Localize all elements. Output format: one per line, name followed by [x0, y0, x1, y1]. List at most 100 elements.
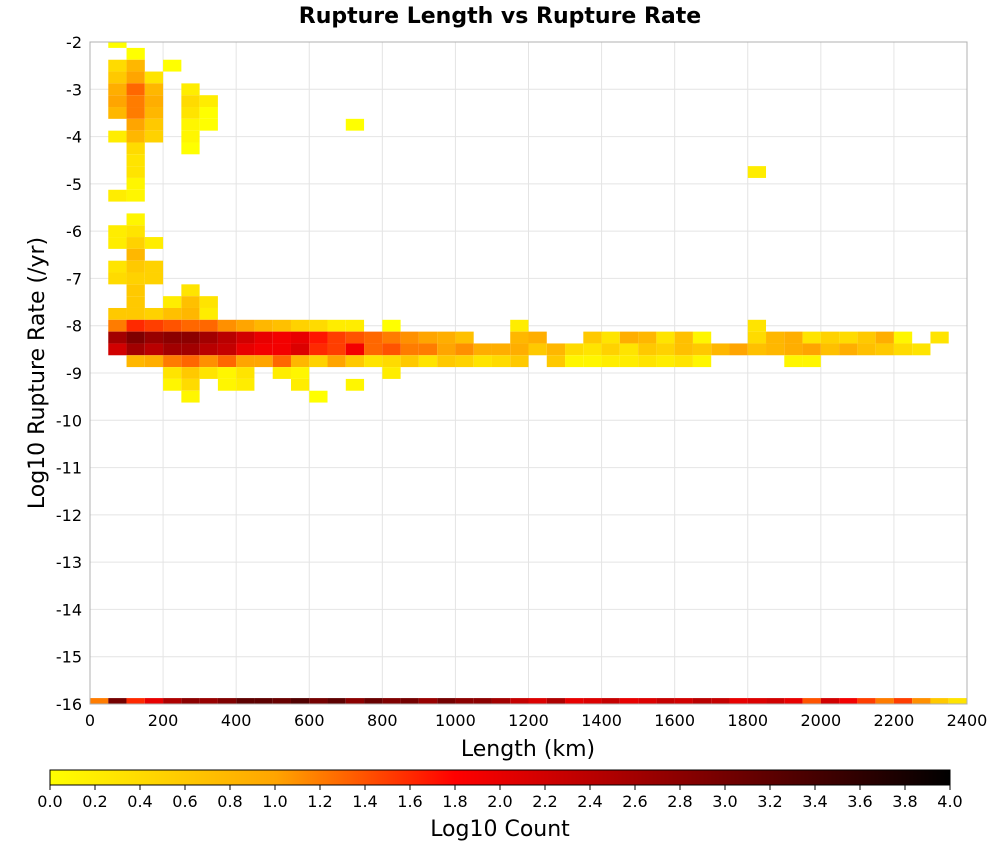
heatmap-cell — [181, 698, 200, 704]
heatmap-cell — [199, 307, 218, 320]
heatmap-cell — [747, 343, 767, 356]
heatmap-cell — [108, 189, 127, 202]
y-tick-label: -4 — [66, 128, 82, 147]
heatmap-cell — [619, 331, 639, 344]
heatmap-cell — [217, 355, 237, 368]
heatmap-cell — [437, 698, 456, 704]
heatmap-cell — [217, 331, 237, 344]
heatmap-cell — [930, 331, 949, 344]
colorbar-tick-label: 2.2 — [532, 792, 557, 811]
heatmap-cell — [236, 698, 255, 704]
heatmap-cell — [912, 698, 931, 704]
heatmap-cell — [181, 343, 200, 356]
heatmap-cell — [144, 130, 164, 143]
heatmap-cell — [619, 355, 639, 368]
heatmap-cell — [583, 355, 602, 368]
heatmap-cell — [181, 390, 200, 403]
heatmap-cell — [327, 343, 346, 356]
y-tick-label: -6 — [66, 222, 82, 241]
heatmap-cell — [126, 83, 145, 96]
colorbar-tick-label: 3.4 — [802, 792, 827, 811]
heatmap-cell — [144, 355, 164, 368]
heatmap-cell — [108, 107, 127, 119]
heatmap-cell — [802, 343, 821, 356]
heatmap-cell — [126, 284, 145, 297]
heatmap-cell — [272, 343, 291, 356]
heatmap-cell — [711, 698, 730, 704]
heatmap-cell — [528, 343, 547, 356]
heatmap-cell — [163, 331, 182, 344]
heatmap-cell — [674, 355, 693, 368]
heatmap-cell — [437, 331, 456, 344]
y-tick-label: -13 — [56, 553, 82, 572]
heatmap-cell — [108, 83, 127, 96]
heatmap-cell — [199, 107, 218, 119]
heatmap-cell — [217, 343, 237, 356]
heatmap-cell — [839, 343, 858, 356]
heatmap-cell — [126, 189, 145, 202]
heatmap-cell — [199, 367, 218, 379]
heatmap-cell — [692, 698, 712, 704]
heatmap-cell — [108, 130, 127, 143]
heatmap-cell — [400, 355, 419, 368]
heatmap-cell — [565, 355, 584, 368]
heatmap-cell — [108, 95, 127, 108]
heatmap-cell — [181, 367, 200, 379]
heatmap-cell — [126, 237, 145, 249]
heatmap-cell — [272, 698, 291, 704]
heatmap-cell — [820, 698, 840, 704]
heatmap-cell — [290, 343, 310, 356]
heatmap-cell — [473, 355, 492, 368]
x-tick-label: 600 — [294, 711, 325, 730]
y-tick-label: -5 — [66, 175, 82, 194]
heatmap-cell — [108, 343, 127, 356]
heatmap-cell — [455, 698, 474, 704]
heatmap-cell — [309, 331, 328, 344]
heatmap-cell — [199, 698, 218, 704]
heatmap-cell — [290, 698, 310, 704]
heatmap-cell — [217, 698, 237, 704]
heatmap-cell — [199, 319, 218, 332]
y-tick-label: -11 — [56, 459, 82, 478]
heatmap-cell — [199, 95, 218, 108]
heatmap-cell — [126, 319, 145, 332]
heatmap-cell — [839, 698, 858, 704]
heatmap-cell — [784, 343, 803, 356]
x-tick-label: 1400 — [581, 711, 622, 730]
y-tick-label: -9 — [66, 364, 82, 383]
heatmap-cell — [236, 367, 255, 379]
heatmap-cell — [327, 698, 346, 704]
heatmap-cell — [126, 331, 145, 344]
heatmap-cell — [583, 698, 602, 704]
heatmap-cell — [290, 355, 310, 368]
heatmap-cell — [254, 331, 273, 344]
heatmap-cell — [784, 331, 803, 344]
y-tick-label: -14 — [56, 600, 82, 619]
heatmap-cell — [144, 95, 164, 108]
heatmap-cell — [290, 319, 310, 332]
heatmap-cell — [290, 367, 310, 379]
heatmap-cell — [546, 355, 566, 368]
heatmap-cell — [674, 698, 693, 704]
y-tick-label: -12 — [56, 506, 82, 525]
heatmap-cell — [382, 319, 401, 332]
heatmap-cell — [181, 319, 200, 332]
heatmap-cell — [656, 343, 675, 356]
heatmap-cell — [546, 343, 566, 356]
heatmap-cell — [144, 83, 164, 96]
heatmap-cell — [473, 698, 492, 704]
heatmap-cell — [236, 319, 255, 332]
heatmap-cell — [674, 343, 693, 356]
heatmap-cell — [144, 71, 164, 84]
y-axis-ticks: -2 -3 -4 -5 -6 -7 -8 -9 -10 -11 -12 -13 -14 -15 -16 — [56, 33, 82, 714]
heatmap-cell — [126, 166, 145, 178]
heatmap-cell — [254, 355, 273, 368]
heatmap-cell — [108, 319, 127, 332]
heatmap-cell — [784, 355, 803, 368]
heatmap-cell — [638, 355, 657, 368]
heatmap-cell — [766, 331, 785, 344]
colorbar-tick-label: 2.8 — [667, 792, 692, 811]
heatmap-cell — [126, 355, 145, 368]
heatmap-cell — [802, 355, 821, 368]
heatmap-cell — [272, 319, 291, 332]
